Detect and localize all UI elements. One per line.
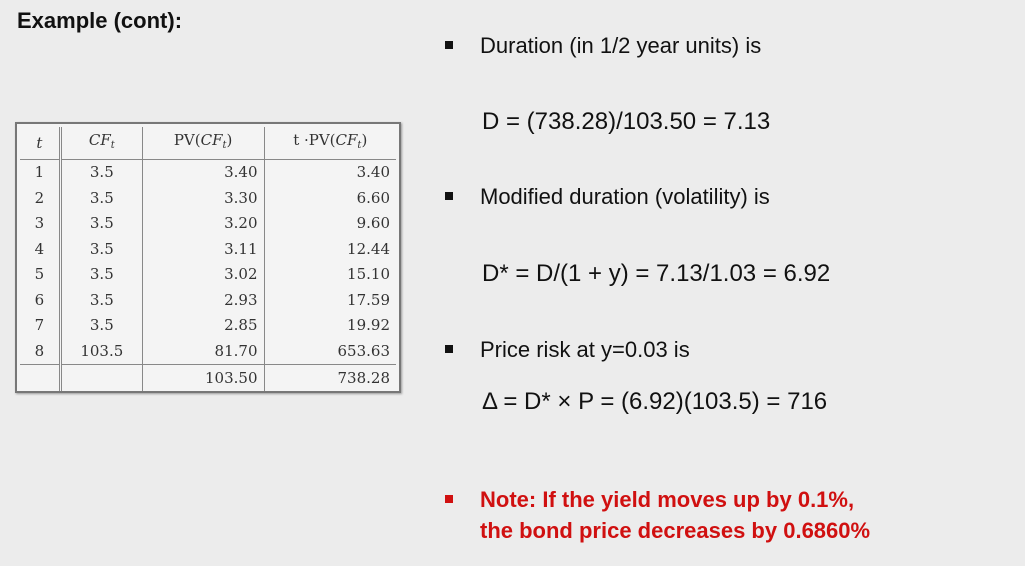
cell-cf: 3.5	[58, 287, 143, 313]
header-t: t	[20, 127, 61, 160]
table-row: 4 3.5 3.11 12.44	[20, 236, 396, 262]
formula-modified-duration: D* = D/(1 + y) = 7.13/1.03 = 6.92	[482, 260, 831, 287]
cell-pv: 3.20	[141, 211, 264, 237]
cell-cf: 103.5	[58, 338, 143, 365]
cell-cf: 3.5	[58, 185, 143, 211]
table-row: 7 3.5 2.85 19.92	[20, 313, 396, 339]
cell-tpv: 12.44	[263, 236, 396, 262]
cell-cf: 3.5	[58, 313, 143, 339]
cell-t: 2	[34, 188, 45, 207]
header-pv: PV(CFt)	[141, 127, 264, 160]
cell-tpv: 15.10	[263, 262, 396, 288]
note-line-2: the bond price decreases by 0.6860%	[480, 518, 871, 543]
cell-tpv: 17.59	[263, 287, 396, 313]
cell-pv: 2.85	[141, 313, 264, 339]
cell-tpv: 9.60	[263, 211, 396, 237]
table-row: 2 3.5 3.30 6.60	[20, 185, 396, 211]
bullet-duration-text: Duration (in 1/2 year units) is	[480, 33, 762, 58]
cell-cf: 3.5	[58, 211, 143, 237]
cell-t: 3	[34, 214, 45, 232]
bullet-square-icon	[445, 192, 453, 200]
note-line-1: Note: If the yield moves up by 0.1%,	[480, 487, 855, 512]
bullet-square-icon	[445, 345, 453, 353]
header-cf: CFt	[58, 127, 143, 160]
total-cell-tpv: 738.28	[263, 364, 396, 391]
table-row: 8 103.5 81.70 653.63	[20, 338, 396, 365]
cash-flow-table: t CFt PV(CFt) t ·PV(CFt) 1 3.5 3.40 3.40…	[15, 122, 401, 393]
formula-price-risk: Δ = D* × P = (6.92)(103.5) = 716	[482, 388, 828, 415]
bullet-square-icon	[445, 41, 453, 49]
cell-pv: 3.30	[141, 185, 264, 211]
table-row: 6 3.5 2.93 17.59	[20, 287, 396, 313]
cell-pv: 3.11	[141, 236, 264, 262]
bullet-price-risk-text: Price risk at y=0.03 is	[480, 337, 690, 362]
cell-tpv: 653.63	[263, 338, 396, 365]
table-row: 5 3.5 3.02 15.10	[20, 262, 396, 288]
table-row: 3 3.5 3.20 9.60	[20, 211, 396, 237]
table-header-row: t CFt PV(CFt) t ·PV(CFt)	[20, 127, 396, 160]
cell-pv: 81.70	[141, 338, 264, 365]
cell-pv: 3.02	[141, 262, 264, 288]
slide-title: Example (cont):	[17, 8, 183, 33]
cell-pv: 3.40	[141, 159, 264, 186]
total-cell-pv: 103.50	[141, 364, 264, 391]
header-tpv: t ·PV(CFt)	[263, 127, 396, 160]
cell-t: 1	[34, 163, 45, 181]
cell-t: 8	[34, 341, 45, 360]
cell-pv: 2.93	[141, 287, 264, 313]
bullet-modified-text: Modified duration (volatility) is	[480, 184, 770, 209]
formula-duration: D = (738.28)/103.50 = 7.13	[482, 108, 771, 135]
cell-cf: 3.5	[58, 262, 143, 288]
total-cell-cf	[58, 364, 143, 391]
cell-t: 4	[34, 239, 45, 258]
total-cell-t	[20, 364, 61, 391]
cell-t: 5	[34, 265, 45, 283]
cell-tpv: 3.40	[263, 159, 396, 186]
cell-tpv: 6.60	[263, 185, 396, 211]
cell-cf: 3.5	[58, 236, 143, 262]
table: t CFt PV(CFt) t ·PV(CFt) 1 3.5 3.40 3.40…	[20, 127, 396, 391]
bullet-square-icon	[445, 495, 453, 503]
cell-tpv: 19.92	[263, 313, 396, 339]
cell-t: 7	[34, 316, 45, 334]
table-row: 1 3.5 3.40 3.40	[20, 159, 396, 186]
table-total-row: 103.50 738.28	[20, 364, 396, 391]
cell-cf: 3.5	[58, 159, 143, 186]
cell-t: 6	[34, 290, 45, 309]
